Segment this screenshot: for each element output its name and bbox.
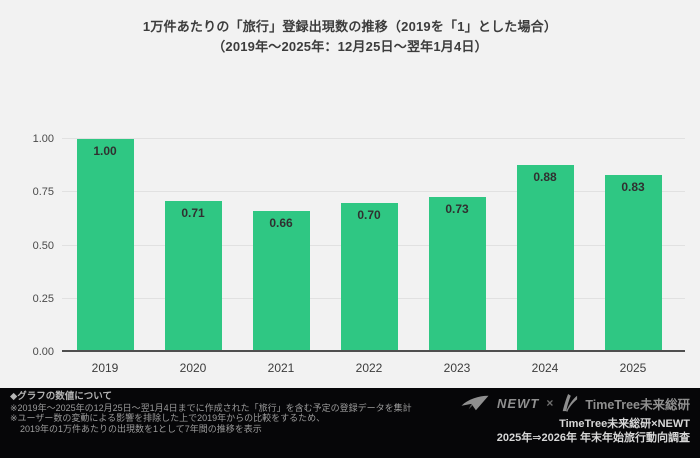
x-axis-tick-label: 2019 — [91, 361, 119, 375]
chart-title-line2: （2019年〜2025年：12月25日〜翌年1月4日） — [212, 39, 488, 55]
gridline — [62, 138, 685, 139]
logo-row: NEWT × TimeTree未来総研 — [460, 391, 690, 415]
y-axis-tick-label: 0.75 — [32, 186, 54, 199]
chart-notes: ◆グラフの数値について ※2019年〜2025年の12月25日〜翌1月4日までに… — [10, 391, 412, 434]
notes-line-3: 2019年の1万件あたりの出現数を1として7年間の推移を表示 — [20, 423, 262, 434]
newt-paper-plane-icon — [460, 394, 490, 412]
x-axis-tick-label: 2023 — [443, 361, 471, 375]
plot-area: 0.00 0.25 0.50 0.75 1.00 1.00 2019 0.71 2020 0.66… — [33, 133, 685, 375]
bar-value-label: 0.71 — [181, 205, 205, 220]
x-axis-tick-label: 2021 — [267, 361, 295, 375]
bar-chart: 0.00 0.25 0.50 0.75 1.00 1.00 2019 0.71 2020 0.66… — [33, 133, 685, 375]
gridline — [62, 350, 685, 352]
bar-value-label: 0.83 — [621, 180, 645, 195]
bar-2023: 0.73 — [428, 196, 486, 352]
logo-separator: × — [546, 396, 554, 410]
notes-heading: ◆グラフの数値について — [10, 391, 113, 402]
y-axis-tick-label: 0.25 — [32, 292, 54, 305]
chart-title: 1万件あたりの「旅行」登録出現数の推移（2019を「1」とした場合） （2019… — [0, 17, 700, 57]
y-axis-tick-label: 0.50 — [32, 239, 54, 252]
chart-title-line1: 1万件あたりの「旅行」登録出現数の推移（2019を「1」とした場合） — [142, 19, 558, 34]
bar-2022: 0.70 — [340, 202, 398, 352]
credit-line: TimeTree未来総研×NEWT — [559, 418, 690, 430]
bar-2019: 1.00 — [76, 139, 134, 352]
bar-2024: 0.88 — [516, 164, 574, 352]
timetree-logo-text: TimeTree未来総研 — [585, 397, 690, 412]
branding-block: NEWT × TimeTree未来総研 TimeTree未来総研×NEWT 20… — [460, 391, 690, 445]
gridline — [62, 191, 685, 193]
bar-value-label: 0.88 — [533, 169, 557, 184]
x-axis-tick-label: 2022 — [355, 361, 383, 375]
bar-value-label: 0.66 — [269, 216, 293, 231]
notes-line-2: ※ユーザー数の変動による影響を排除した上で2019年からの比較をするため、 — [10, 413, 326, 423]
bar-2020: 0.71 — [164, 200, 222, 352]
y-axis-tick-label: 0.00 — [32, 346, 54, 358]
notes-line-1: ※2019年〜2025年の12月25日〜翌1月4日までに作成された「旅行」を含む… — [10, 402, 412, 413]
y-axis-tick-label: 1.00 — [32, 133, 54, 145]
bar-value-label: 1.00 — [93, 144, 117, 158]
bar-2025: 0.83 — [604, 175, 662, 352]
survey-title-line: 2025年⇒2026年 年末年始旅行動向調査 — [496, 432, 690, 444]
x-axis-tick-label: 2024 — [531, 361, 559, 375]
x-axis-tick-label: 2020 — [179, 361, 207, 375]
newt-logo-text: NEWT — [497, 395, 540, 411]
bar-value-label: 0.73 — [445, 201, 469, 216]
x-axis-tick-label: 2025 — [619, 361, 647, 375]
bar-2021: 0.66 — [252, 211, 310, 352]
bar-value-label: 0.70 — [357, 207, 381, 222]
timetree-checkmark-icon — [560, 393, 578, 413]
footer-bar: ◆グラフの数値について ※2019年〜2025年の12月25日〜翌1月4日までに… — [0, 388, 700, 458]
